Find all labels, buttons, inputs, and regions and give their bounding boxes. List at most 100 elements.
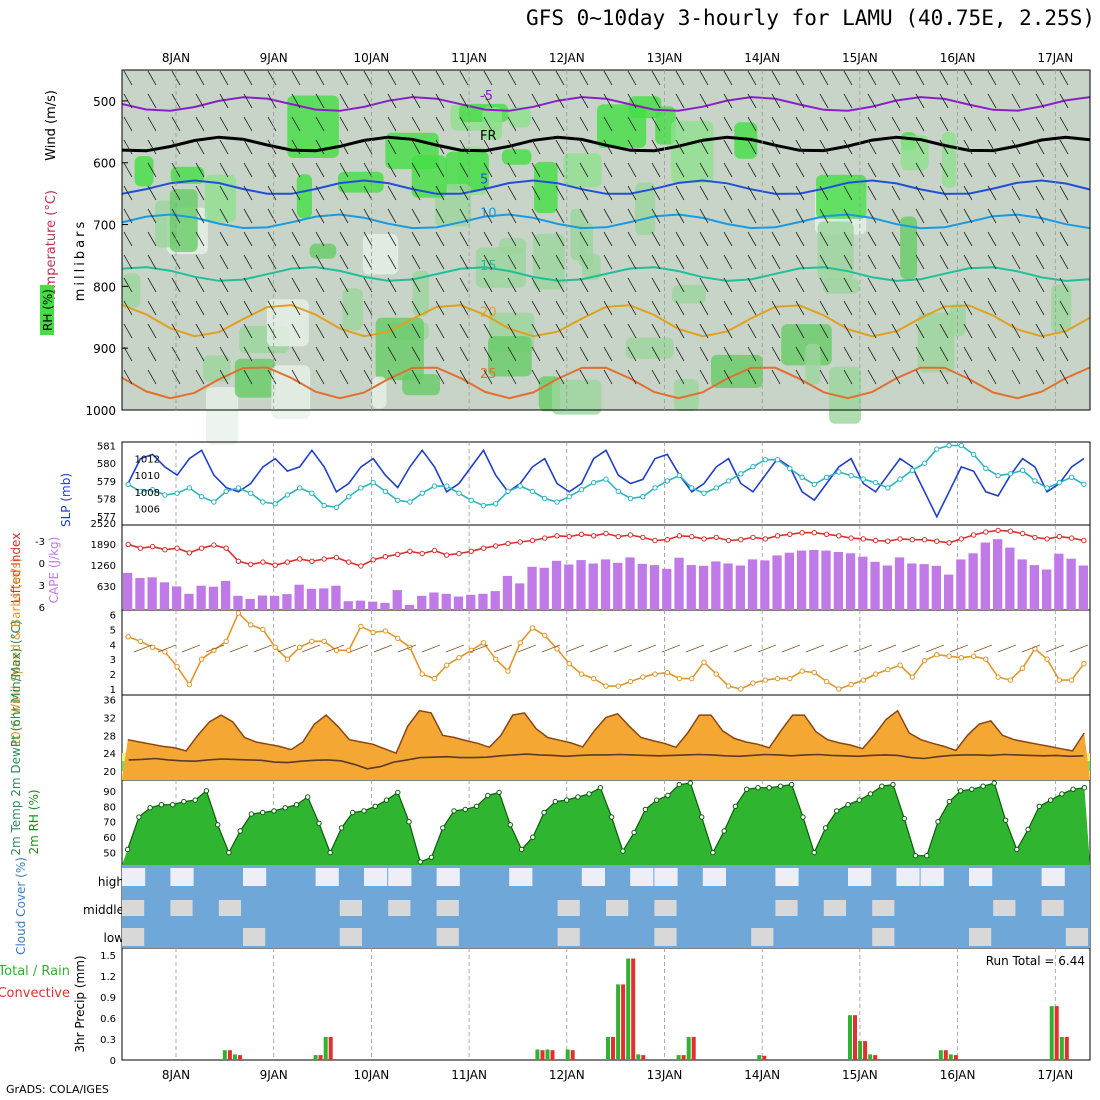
wind-speed-point bbox=[1081, 661, 1087, 667]
wind-barb bbox=[723, 254, 733, 270]
wind-speed-point bbox=[909, 674, 915, 680]
wind-barb bbox=[939, 139, 949, 155]
wind-barb bbox=[315, 369, 325, 385]
wind-speed-point bbox=[382, 628, 389, 634]
wind-barb bbox=[555, 162, 565, 178]
wind-barb bbox=[675, 208, 685, 224]
wind-barb bbox=[1011, 116, 1021, 132]
wind-barb bbox=[219, 300, 229, 316]
wind-barb bbox=[315, 70, 325, 86]
wind-barb bbox=[123, 277, 133, 293]
wind-barb bbox=[435, 162, 445, 178]
thickness-point bbox=[198, 494, 205, 500]
wind-barb bbox=[699, 323, 709, 339]
wind-barb bbox=[747, 185, 757, 201]
wind-tick-label: 6 bbox=[110, 610, 116, 621]
wind-speed-point bbox=[848, 681, 854, 688]
wind-barb bbox=[531, 369, 541, 385]
wind-barb bbox=[747, 70, 757, 86]
precip-total-bar bbox=[676, 1055, 681, 1060]
slp-tick-label: 1010 bbox=[135, 471, 160, 482]
rh-point bbox=[507, 822, 513, 828]
precip-total-bar bbox=[616, 984, 621, 1060]
surface-wind-barb bbox=[661, 644, 681, 653]
thickness-point bbox=[750, 464, 756, 470]
wind-barb bbox=[147, 185, 157, 201]
wind-barb bbox=[315, 323, 325, 339]
thickness-point bbox=[223, 488, 229, 495]
wind-barb bbox=[579, 139, 589, 155]
wind-barb bbox=[819, 185, 829, 201]
rh-point bbox=[1081, 785, 1088, 791]
wind-barb bbox=[291, 231, 301, 247]
thickness-point bbox=[260, 499, 266, 505]
wind-barb bbox=[579, 70, 589, 86]
thickness-point bbox=[431, 483, 438, 489]
thickness-point bbox=[652, 485, 658, 491]
wind-barb bbox=[291, 346, 301, 362]
lifted-index-point bbox=[198, 545, 205, 551]
rh-shade bbox=[499, 238, 527, 254]
wind-barb bbox=[867, 116, 877, 132]
wind-barb bbox=[843, 277, 853, 293]
wind-barb bbox=[243, 254, 253, 270]
wind-barb bbox=[339, 139, 349, 155]
temp-axis-label: Temperature (°C) bbox=[44, 190, 59, 303]
rh-point bbox=[744, 786, 750, 792]
cape-bar bbox=[662, 568, 672, 610]
thickness-point bbox=[578, 487, 585, 493]
wind-barb bbox=[435, 70, 445, 86]
wind-barb bbox=[939, 369, 949, 385]
rh-axis-title: 2m RH (%) bbox=[27, 789, 41, 854]
wind-speed-point bbox=[149, 644, 156, 650]
cloud-high-gap bbox=[896, 868, 920, 886]
cloud-middle-gap bbox=[1041, 900, 1064, 916]
precip-tick-label: 0.3 bbox=[100, 1035, 116, 1046]
cape-bar bbox=[319, 588, 329, 610]
wind-barb bbox=[1059, 139, 1069, 155]
thickness-point bbox=[627, 495, 634, 502]
isotherm-label: 15 bbox=[480, 259, 497, 274]
thickness-point bbox=[603, 476, 609, 482]
wind-barb bbox=[123, 116, 133, 132]
wind-barb bbox=[747, 116, 757, 132]
wind-barb bbox=[555, 369, 565, 385]
precip-convective-bar bbox=[631, 958, 636, 1060]
surface-wind-barb bbox=[781, 644, 801, 653]
cape-bar bbox=[539, 567, 549, 610]
rh-shade bbox=[1051, 284, 1072, 332]
wind-speed-point bbox=[235, 610, 242, 616]
rh-shade bbox=[501, 149, 532, 165]
wind-speed-point bbox=[823, 678, 830, 685]
cape-tick-label: 630 bbox=[97, 582, 116, 593]
rh-point bbox=[777, 783, 784, 789]
surface-wind-barb bbox=[1069, 644, 1089, 653]
wind-barb bbox=[555, 93, 565, 109]
wind-barb bbox=[627, 277, 637, 293]
wind-barb bbox=[819, 254, 829, 270]
precip-tick-label: 0 bbox=[110, 1056, 116, 1067]
day-label-bottom: 12JAN bbox=[549, 1068, 585, 1082]
wind-barb bbox=[939, 162, 949, 178]
wind-barb bbox=[123, 208, 133, 224]
wind-barb bbox=[675, 231, 685, 247]
wind-barb bbox=[819, 323, 829, 339]
lifted-index-point bbox=[762, 536, 768, 542]
wind-barb bbox=[315, 231, 325, 247]
cape-bar bbox=[1029, 565, 1039, 610]
wind-barb bbox=[435, 93, 445, 109]
wind-barb bbox=[627, 323, 637, 339]
wind-barb bbox=[675, 277, 685, 293]
lifted-index-point bbox=[297, 556, 303, 562]
precip-total-bar bbox=[545, 1049, 550, 1060]
precip-total-label: Total / Rain bbox=[0, 964, 70, 979]
temp-tick-label: 20 bbox=[103, 767, 116, 778]
temp-line bbox=[127, 709, 1085, 755]
rh-shade bbox=[342, 288, 363, 331]
wind-barb bbox=[651, 277, 661, 293]
cape-tick-label: 1260 bbox=[91, 561, 116, 572]
thickness-point bbox=[689, 485, 695, 491]
thickness-point bbox=[333, 504, 340, 510]
lifted-index-point bbox=[1081, 537, 1087, 544]
rh-point bbox=[293, 802, 300, 808]
